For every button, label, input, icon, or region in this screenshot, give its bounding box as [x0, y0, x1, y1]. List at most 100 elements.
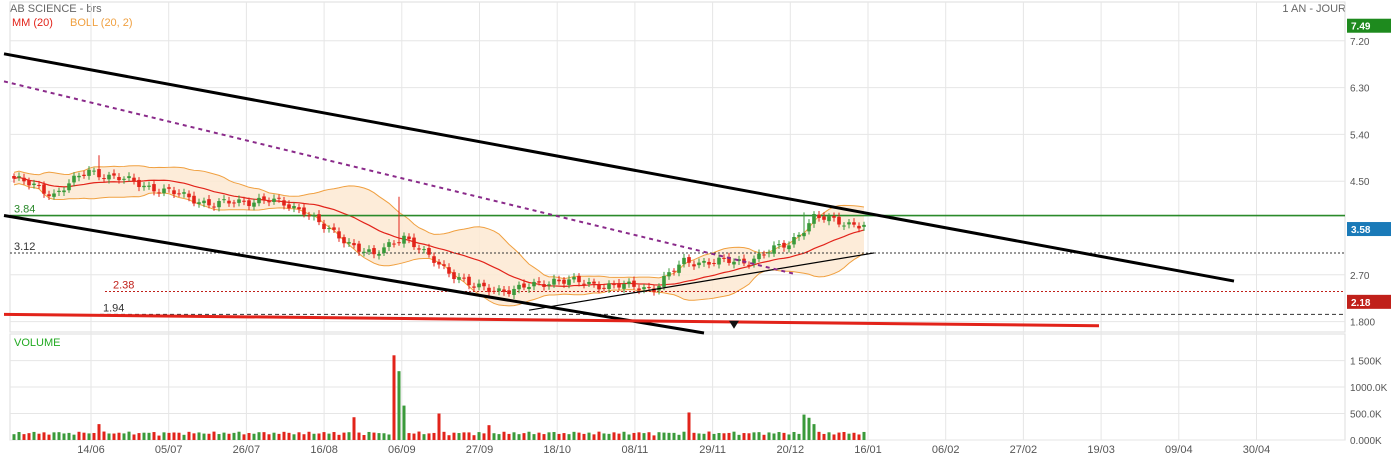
- x-tick-label: 06/02: [932, 444, 960, 456]
- price-badge: [1347, 294, 1391, 309]
- candle-body: [77, 175, 81, 178]
- volume-bar: [477, 432, 481, 440]
- candle-body: [632, 280, 636, 287]
- volume-bar: [192, 433, 196, 440]
- volume-bar: [57, 432, 61, 440]
- volume-bar: [752, 432, 756, 440]
- candle-body: [137, 179, 141, 187]
- volume-bar: [722, 433, 726, 440]
- x-tick-label: 06/09: [388, 444, 416, 456]
- candle-body: [252, 202, 256, 207]
- candle-body: [587, 281, 591, 284]
- indicator-boll-label: BOLL (20, 2): [70, 17, 133, 29]
- volume-bar: [472, 435, 476, 440]
- candle-body: [232, 202, 236, 204]
- volume-bar: [677, 434, 681, 440]
- candle-body: [817, 214, 821, 218]
- x-tick-label: 09/04: [1165, 444, 1193, 456]
- candle-body: [247, 200, 251, 207]
- price-badge-label: 7.49: [1351, 22, 1371, 33]
- candle-body: [512, 288, 516, 296]
- candle-body: [762, 254, 766, 256]
- volume-bar: [837, 432, 841, 440]
- volume-bar: [17, 431, 21, 440]
- volume-bar: [337, 434, 341, 440]
- volume-bar: [42, 432, 46, 440]
- candle-body: [602, 287, 606, 289]
- candle-body: [782, 242, 786, 248]
- candle-body: [117, 177, 121, 181]
- candle-body: [382, 247, 386, 254]
- candle-body: [337, 231, 341, 239]
- indicator-ma-label: MM (20): [12, 17, 53, 29]
- candle-body: [332, 227, 336, 230]
- volume-bar: [577, 432, 581, 440]
- volume-bar: [312, 433, 316, 440]
- candle-body: [847, 222, 851, 225]
- volume-bar: [142, 432, 146, 440]
- candle-body: [702, 260, 706, 263]
- volume-bar: [412, 433, 416, 440]
- volume-bar: [382, 433, 386, 440]
- candle-body: [582, 283, 586, 285]
- candle-body: [12, 176, 16, 179]
- volume-bar: [367, 431, 371, 440]
- candle-body: [267, 201, 271, 203]
- candle-body: [557, 279, 561, 282]
- volume-bar: [362, 435, 366, 440]
- volume-bar: [452, 432, 456, 440]
- candle-body: [497, 288, 501, 292]
- x-tick-label: 27/02: [1010, 444, 1038, 456]
- volume-bar: [332, 432, 336, 440]
- candle-body: [37, 185, 41, 187]
- candle-body: [212, 206, 216, 208]
- volume-bar: [62, 433, 66, 440]
- candle-body: [407, 236, 411, 240]
- candle-body: [312, 215, 316, 217]
- volume-bar: [302, 434, 306, 440]
- volume-bar: [352, 417, 356, 440]
- volume-bar: [102, 431, 106, 440]
- candle-body: [507, 290, 511, 295]
- candle-body: [352, 243, 356, 246]
- candle-body: [447, 267, 451, 274]
- volume-bar: [532, 434, 536, 440]
- volume-bar: [592, 434, 596, 440]
- x-tick-label: 27/09: [466, 444, 494, 456]
- volume-bar: [487, 425, 491, 440]
- trend-line: [528, 252, 875, 311]
- candle-body: [217, 201, 221, 208]
- level-label: 3.12: [14, 241, 35, 253]
- volume-bar: [222, 432, 226, 440]
- candle-body: [397, 242, 401, 244]
- volume-bar: [442, 431, 446, 440]
- candle-body: [157, 192, 161, 194]
- volume-bar: [347, 432, 351, 440]
- volume-bar: [437, 413, 441, 440]
- candle-body: [572, 277, 576, 280]
- volume-bar: [377, 433, 381, 440]
- candle-body: [147, 185, 151, 187]
- y-tick-label: 7.20: [1350, 37, 1370, 48]
- candle-body: [492, 290, 496, 292]
- candle-body: [627, 281, 631, 284]
- candle-body: [712, 263, 716, 265]
- volume-bar: [152, 432, 156, 440]
- candle-body: [112, 173, 116, 176]
- moving-average-20: [13, 176, 865, 287]
- candle-body: [327, 228, 331, 230]
- candle-body: [17, 176, 21, 178]
- volume-bar: [167, 432, 171, 440]
- period-selector[interactable]: 1 AN - JOUR: [1282, 3, 1346, 15]
- x-tick-label: 18/10: [543, 444, 571, 456]
- candle-body: [787, 245, 791, 250]
- volume-bar: [402, 405, 406, 440]
- volume-bar: [177, 432, 181, 440]
- volume-bar: [357, 432, 361, 440]
- candle-body: [417, 248, 421, 250]
- volume-bar: [317, 433, 321, 440]
- volume-panel-label: VOLUME: [14, 337, 61, 349]
- x-tick-label: 20/12: [777, 444, 805, 456]
- candle-body: [342, 237, 346, 244]
